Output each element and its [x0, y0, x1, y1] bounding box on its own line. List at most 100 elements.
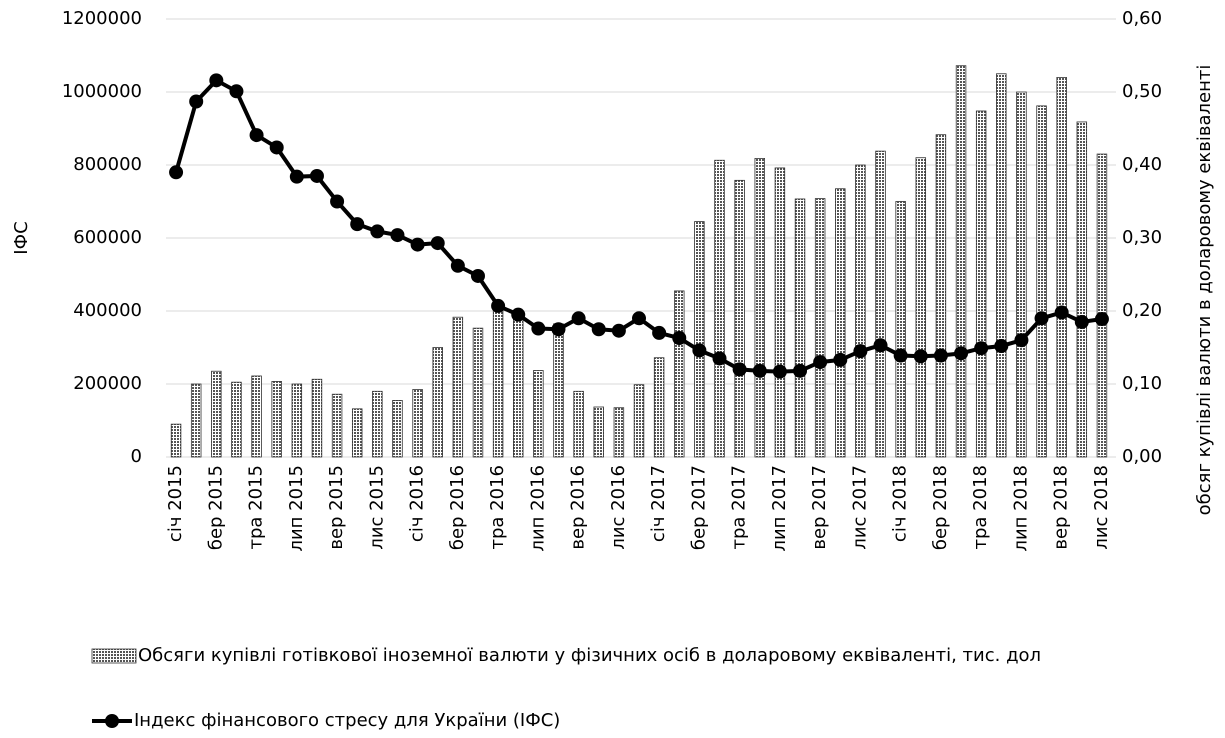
- bar: [211, 370, 222, 458]
- x-tick-label: лип 2017: [769, 465, 790, 552]
- line-marker: [913, 349, 928, 364]
- line-marker: [652, 325, 667, 340]
- bar: [694, 221, 705, 458]
- line-marker: [591, 322, 606, 337]
- line-marker: [531, 321, 546, 336]
- bar: [774, 167, 786, 458]
- x-tick-label: вер 2015: [326, 465, 347, 550]
- bar: [351, 408, 363, 458]
- line-marker: [793, 363, 808, 378]
- bar: [653, 357, 665, 458]
- x-tick-label: лип 2016: [527, 465, 548, 552]
- bar: [231, 381, 242, 458]
- x-tick-label: січ 2016: [407, 465, 428, 542]
- bar: [996, 73, 1007, 458]
- bar: [513, 312, 524, 458]
- line-marker: [954, 346, 969, 361]
- x-tick-label: бер 2018: [930, 465, 951, 550]
- legend-swatch: [105, 714, 119, 728]
- bar: [935, 134, 947, 458]
- bar: [915, 157, 927, 458]
- line-marker: [390, 228, 405, 243]
- bar: [372, 390, 383, 458]
- x-tick-label: тра 2017: [729, 465, 750, 549]
- bar: [492, 306, 504, 458]
- line-marker: [571, 311, 586, 326]
- y-tick-label: 1200000: [62, 8, 142, 29]
- line-marker: [1034, 311, 1049, 326]
- line-marker: [632, 311, 646, 326]
- x-tick-label: тра 2015: [246, 465, 267, 549]
- x-tick-label: тра 2016: [487, 465, 508, 549]
- bar: [412, 389, 423, 458]
- line-marker: [249, 128, 264, 143]
- bar: [271, 381, 282, 458]
- x-tick-label: лис 2016: [608, 465, 629, 550]
- bar: [432, 347, 443, 458]
- bar: [392, 400, 403, 458]
- bar: [1076, 121, 1088, 458]
- line-marker: [833, 352, 848, 367]
- bar: [794, 198, 806, 458]
- line-marker: [470, 268, 485, 283]
- bar: [1016, 91, 1027, 458]
- line-marker: [732, 362, 747, 377]
- x-tick-label: лип 2015: [286, 465, 307, 552]
- bar: [633, 384, 645, 458]
- bar: [613, 407, 625, 458]
- bar: [975, 110, 987, 458]
- bar: [190, 383, 202, 458]
- x-tick-label: вер 2016: [568, 465, 589, 550]
- x-tick-label: тра 2018: [970, 465, 991, 549]
- line-marker: [511, 307, 526, 322]
- bar: [875, 150, 886, 458]
- bar: [331, 393, 343, 458]
- line-marker: [611, 323, 626, 338]
- line-marker: [772, 364, 787, 379]
- bar: [814, 198, 826, 458]
- line-marker: [410, 237, 425, 252]
- bar: [311, 378, 323, 458]
- line-marker: [430, 236, 445, 251]
- bar: [1036, 105, 1047, 458]
- y2-tick-label: 0,50: [1122, 81, 1162, 102]
- bar: [754, 158, 765, 458]
- x-tick-label: лис 2017: [849, 465, 870, 550]
- line-marker: [1014, 333, 1029, 348]
- x-tick-label: січ 2017: [648, 465, 669, 542]
- line-marker: [269, 140, 284, 155]
- line-marker: [169, 165, 184, 180]
- y-tick-label: 200000: [73, 373, 142, 394]
- y-axis-title: ІФС: [11, 221, 32, 254]
- line-marker: [229, 84, 244, 99]
- y-tick-label: 600000: [73, 227, 142, 248]
- bar: [291, 383, 303, 458]
- bar: [452, 316, 464, 458]
- bar: [1056, 77, 1067, 458]
- y2-tick-label: 0,20: [1122, 300, 1162, 321]
- y-tick-label: 400000: [73, 300, 142, 321]
- x-tick-label: лис 2018: [1091, 465, 1112, 550]
- line-marker: [289, 169, 304, 184]
- legend-label: Обсяги купівлі готівкової іноземної валю…: [138, 645, 1041, 666]
- y2-tick-label: 0,30: [1122, 227, 1162, 248]
- bar: [251, 375, 262, 458]
- line-marker: [933, 348, 948, 363]
- line-marker: [853, 344, 868, 359]
- y2-axis-title: обсяг купівлі валюти в доларовому еквіва…: [1194, 65, 1215, 516]
- bar: [553, 323, 564, 458]
- x-tick-label: бер 2015: [205, 465, 226, 550]
- legend-swatch: [91, 648, 137, 664]
- line-marker: [209, 73, 224, 88]
- x-tick-label: вер 2017: [809, 465, 830, 550]
- x-tick-label: бер 2017: [688, 465, 709, 550]
- line-marker: [1094, 312, 1109, 327]
- line-marker: [672, 331, 687, 346]
- bar: [955, 65, 967, 458]
- line-marker: [450, 258, 465, 273]
- y2-tick-label: 0,40: [1122, 154, 1162, 175]
- x-tick-label: лип 2018: [1010, 465, 1031, 552]
- line-marker: [491, 298, 506, 313]
- y2-tick-label: 0,00: [1122, 446, 1162, 467]
